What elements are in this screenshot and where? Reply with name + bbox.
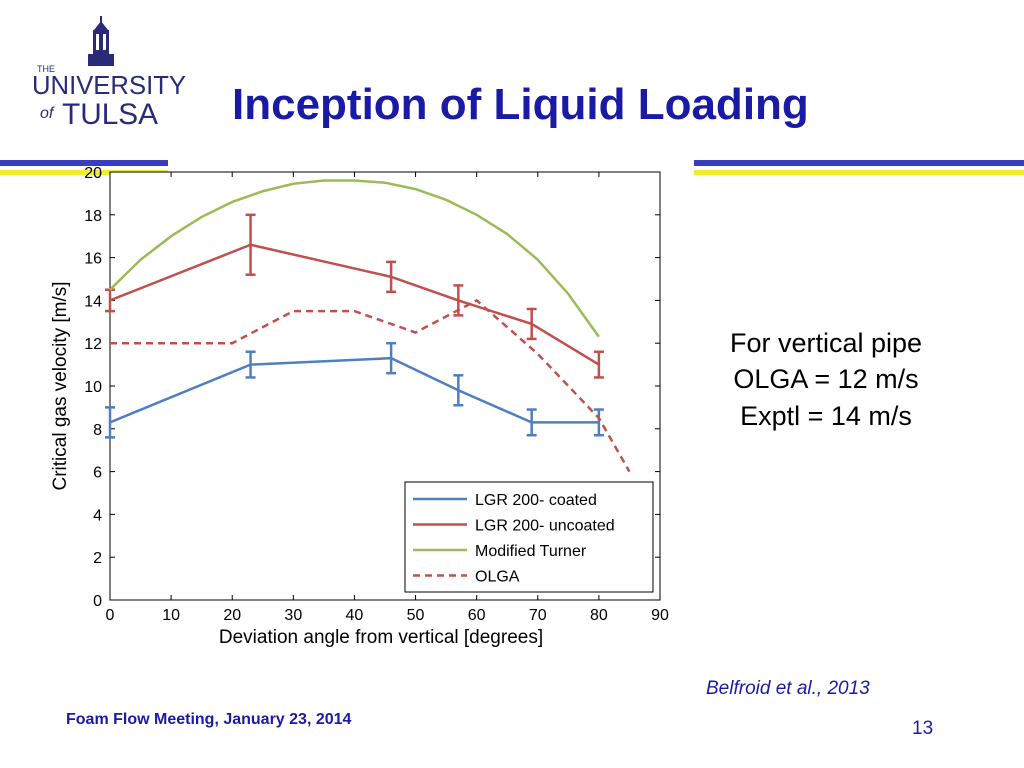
series-line-lgr-200-coated <box>109 356 599 424</box>
series-line-lgr-200-uncoated <box>109 243 600 366</box>
x-axis-label: Deviation angle from vertical [degrees] <box>219 627 543 648</box>
x-tick-label: 30 <box>284 607 302 624</box>
citation: Belfroid et al., 2013 <box>706 678 870 699</box>
header-band-right-blue <box>694 160 1024 166</box>
y-tick-label: 20 <box>84 165 102 182</box>
logo-of: of <box>40 105 55 122</box>
slide-title: Inception of Liquid Loading <box>232 80 809 129</box>
y-tick-label: 4 <box>93 507 102 524</box>
error-bar-lgr-200-coated <box>526 408 537 437</box>
error-bar-lgr-200-uncoated <box>593 350 604 379</box>
legend-label: LGR 200- uncoated <box>475 518 615 535</box>
note-line: For vertical pipe <box>729 328 923 358</box>
x-tick-label: 50 <box>407 607 425 624</box>
legend-label: LGR 200- coated <box>475 492 597 509</box>
error-bar-lgr-200-uncoated <box>245 213 256 276</box>
note-line: OLGA = 12 m/s <box>733 364 919 395</box>
header-band-right-yellow <box>694 170 1024 175</box>
error-bar-lgr-200-coated <box>593 408 604 437</box>
note-line: Exptl = 14 m/s <box>740 400 912 431</box>
page-number: 13 <box>912 718 934 739</box>
legend: LGR 200- coated LGR 200- uncoated Modified… <box>404 481 654 593</box>
x-tick-label: 60 <box>468 607 486 624</box>
x-tick-label: 20 <box>223 607 241 624</box>
legend-box <box>404 481 654 593</box>
series-line-modified-turner <box>109 179 600 338</box>
y-tick-label: 2 <box>93 550 102 567</box>
critical-velocity-chart: 0 10 20 30 40 50 60 70 80 90 0 2 4 6 8 10 12 14 16 18 20 Dev… <box>50 165 669 648</box>
header-band-left-yellow <box>0 170 168 175</box>
x-tick-label: 40 <box>346 607 364 624</box>
y-tick-label: 0 <box>93 593 102 610</box>
error-bar-lgr-200-coated <box>453 374 464 407</box>
logo-university: UNIVERSITY <box>32 70 186 100</box>
tower-icon <box>88 16 114 66</box>
error-bar-lgr-200-uncoated <box>526 307 537 341</box>
series-line-olga <box>110 298 631 473</box>
university-of-tulsa-logo: THE UNIVERSITY of TULSA <box>32 16 186 131</box>
x-tick-label: 80 <box>590 607 608 624</box>
error-bar-lgr-200-coated <box>105 406 115 439</box>
y-tick-label: 10 <box>84 379 102 396</box>
x-tick-label: 10 <box>162 607 180 624</box>
logo-tulsa: TULSA <box>62 98 158 131</box>
vertical-pipe-note: For vertical pipe OLGA = 12 m/s Exptl = … <box>690 325 962 434</box>
header-band-left-blue <box>0 160 168 166</box>
legend-label: Modified Turner <box>475 543 587 560</box>
footer-text: Foam Flow Meeting, January 23, 2014 <box>66 711 352 728</box>
x-tick-label: 90 <box>651 607 669 624</box>
y-tick-label: 16 <box>84 251 102 268</box>
logo-the: THE <box>37 64 55 74</box>
y-tick-label: 14 <box>84 293 102 310</box>
x-tick-label: 0 <box>106 607 115 624</box>
y-tick-label: 18 <box>84 208 102 225</box>
legend-label: OLGA <box>475 569 520 586</box>
error-bar-lgr-200-uncoated <box>105 288 115 313</box>
error-bar-lgr-200-coated <box>386 341 397 375</box>
error-bar-lgr-200-coated <box>245 350 256 379</box>
x-tick-label: 70 <box>529 607 547 624</box>
y-axis-label: Critical gas velocity [m/s] <box>50 281 71 490</box>
y-tick-label: 12 <box>84 336 102 353</box>
error-bar-lgr-200-uncoated <box>386 260 397 294</box>
y-tick-label: 8 <box>93 422 102 439</box>
y-tick-label: 6 <box>93 465 102 482</box>
